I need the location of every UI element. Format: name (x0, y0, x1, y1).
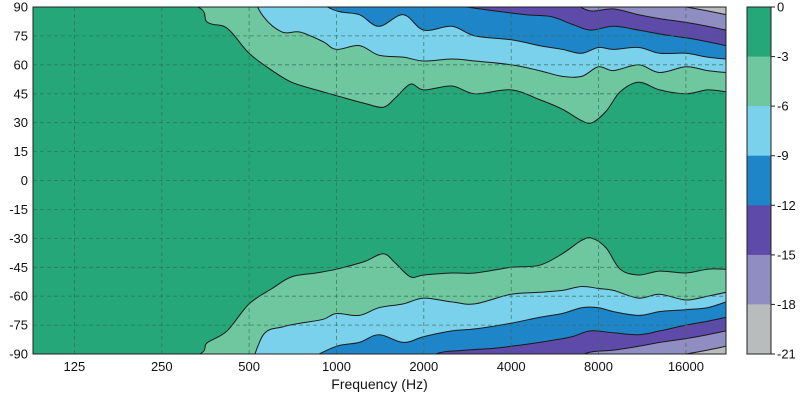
y-tick-label: 15 (14, 144, 28, 159)
x-tick-label: 4000 (497, 359, 526, 374)
y-tick-label: 75 (14, 28, 28, 43)
contour-line-lower-6db (254, 285, 726, 354)
contour-band-lower-15db (583, 330, 726, 354)
contour-line-upper-15db (579, 7, 726, 31)
x-axis-title: Frequency (Hz) (331, 376, 427, 392)
contour-line-upper-3db (196, 7, 726, 124)
contour-line-lower-9db (318, 301, 726, 354)
x-tick-label: 8000 (584, 359, 613, 374)
contour-line-lower-18db (682, 345, 726, 354)
y-tick-label: -60 (9, 289, 28, 304)
colorbar-swatch (747, 254, 771, 305)
y-tick-label: 0 (21, 173, 28, 188)
x-tick-label: 125 (64, 359, 86, 374)
y-tick-label: 30 (14, 115, 28, 130)
colorbar: 0 -3 -6 -9 -12 -15 -18 -21 (746, 0, 796, 362)
y-tick-label: 45 (14, 86, 28, 101)
colorbar-swatch (747, 155, 771, 206)
colorbar-label: 0 (777, 0, 784, 15)
colorbar-frame (746, 6, 772, 355)
colorbar-swatch (747, 205, 771, 256)
contour-line-upper-18db (682, 7, 726, 16)
colorbar-label: -15 (777, 247, 796, 262)
colorbar-label: -3 (777, 49, 789, 64)
x-tick-label: 2000 (409, 359, 438, 374)
x-tick-label: 250 (151, 359, 173, 374)
colorbar-label: -21 (777, 347, 796, 362)
y-tick-label: -75 (9, 318, 28, 333)
colorbar-label: -9 (777, 148, 789, 163)
grid-lines (33, 7, 726, 354)
x-tick-label: 1000 (322, 359, 351, 374)
y-tick-label: -90 (9, 347, 28, 362)
contour-line-lower-12db (434, 316, 726, 354)
colorbar-label: -18 (777, 297, 796, 312)
x-tick-label: 500 (238, 359, 260, 374)
x-tick-labels: 125 250 500 1000 2000 4000 8000 16000 (64, 359, 704, 374)
colorbar-label: -6 (777, 99, 789, 114)
y-tick-label: 90 (14, 0, 28, 15)
plot-frame (32, 6, 727, 355)
contour-band-lower-18db (685, 346, 726, 354)
x-tick-label: 16000 (668, 359, 704, 374)
colorbar-swatch (747, 56, 771, 107)
y-tick-label: -15 (9, 202, 28, 217)
contour-band-upper-15db (580, 7, 726, 31)
contour-line-upper-6db (256, 7, 726, 78)
y-tick-labels: 90 75 60 45 30 15 0 -15 -30 -45 -60 -75 -90 (9, 0, 28, 362)
contour-line-upper-9db (326, 7, 726, 60)
contour-band-upper-18db (685, 7, 726, 15)
y-tick-label: -30 (9, 231, 28, 246)
colorbar-label: -12 (777, 198, 796, 213)
y-tick-label: 60 (14, 57, 28, 72)
colorbar-swatch (747, 106, 771, 157)
plot-area (33, 7, 726, 354)
colorbar-swatch (747, 304, 771, 355)
colorbar-swatch (747, 7, 771, 57)
y-tick-label: -45 (9, 260, 28, 275)
contour-line-lower-15db (582, 330, 726, 354)
